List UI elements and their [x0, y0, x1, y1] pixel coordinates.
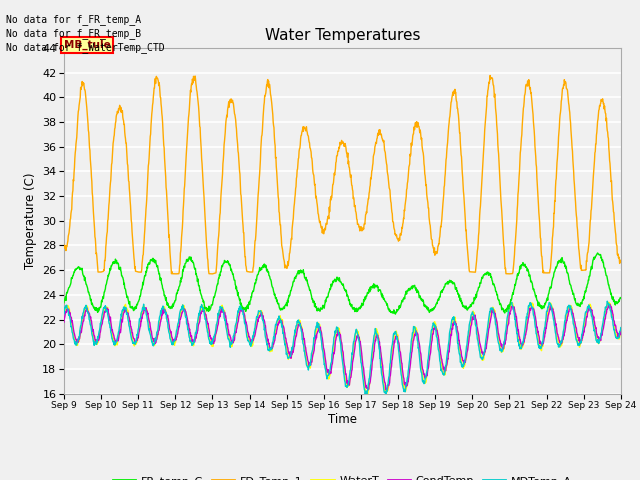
X-axis label: Time: Time	[328, 413, 357, 426]
Text: No data for f_FR_temp_A: No data for f_FR_temp_A	[6, 13, 141, 24]
Text: No data for f_FR_temp_B: No data for f_FR_temp_B	[6, 28, 141, 39]
Y-axis label: Temperature (C): Temperature (C)	[24, 172, 36, 269]
Legend: FR_temp_C, FD_Temp_1, WaterT, CondTemp, MDTemp_A: FR_temp_C, FD_Temp_1, WaterT, CondTemp, …	[109, 472, 576, 480]
Text: No data for f_WaterTemp_CTD: No data for f_WaterTemp_CTD	[6, 42, 165, 53]
Title: Water Temperatures: Water Temperatures	[265, 28, 420, 43]
Text: MB_tule: MB_tule	[64, 40, 111, 50]
